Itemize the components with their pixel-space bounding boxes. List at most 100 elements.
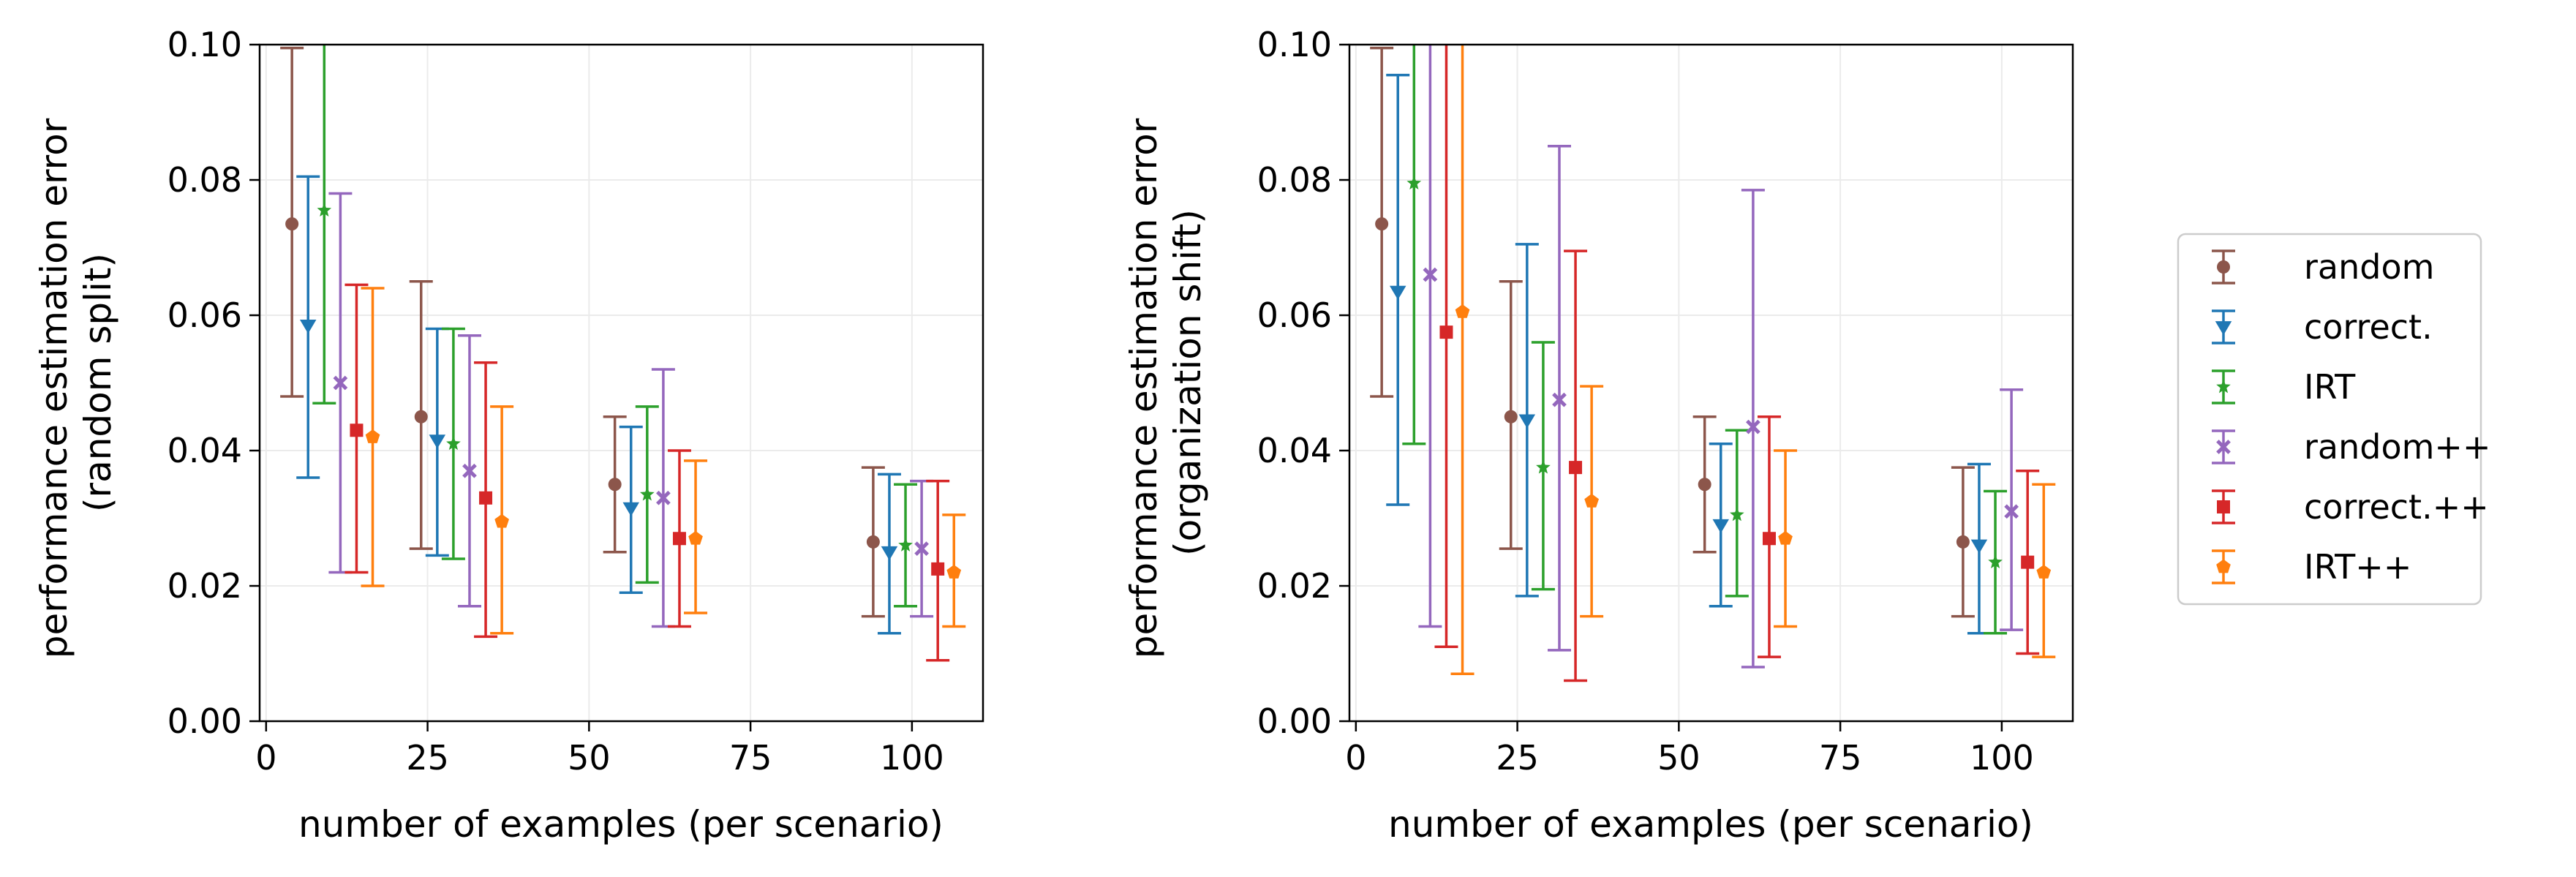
right-x-tick-label: 75 [1819, 738, 1862, 778]
right-chart-panel: 0 25 50 75 100 0.00 0.02 0.04 0.06 0.08 0.10 numbe… [1123, 25, 2074, 846]
left-y-tick-label: 0.06 [167, 296, 242, 335]
left-series-irtplusplus [361, 287, 966, 635]
data-point-marker [1536, 459, 1551, 474]
data-point-marker [1518, 414, 1536, 429]
data-point-marker [462, 463, 477, 478]
data-point-marker [2036, 565, 2052, 579]
right-y-axis-label: performance estimation error (organizati… [1123, 107, 1209, 658]
legend-marker-random-icon [2217, 260, 2230, 274]
left-y-axis-label-line-2: (random split) [77, 253, 119, 512]
data-point-marker [1569, 461, 1583, 475]
data-point-marker [1746, 419, 1760, 434]
legend-frame [2177, 233, 2482, 606]
right-series-random [1370, 46, 1975, 618]
legend-item-irtplusplus: IRT++ [2212, 547, 2411, 587]
data-point-marker [494, 513, 509, 528]
legend-marker-irt-icon [2216, 379, 2231, 394]
data-point-marker [1375, 217, 1389, 231]
right-y-tick-label: 0.10 [1257, 25, 1332, 64]
legend-item-randomplusplus: random++ [2212, 427, 2491, 467]
legend-item-correct: correct. [2212, 307, 2433, 347]
right-x-tick-label: 50 [1657, 738, 1701, 778]
data-point-marker [1439, 325, 1453, 339]
data-point-marker [640, 486, 655, 501]
data-point-marker [1552, 392, 1567, 407]
data-point-marker [350, 424, 364, 437]
left-x-tick-label: 100 [880, 738, 944, 778]
data-point-marker [672, 532, 686, 546]
legend-label: random [2304, 247, 2434, 287]
data-point-marker [1389, 285, 1406, 300]
data-point-marker [608, 478, 622, 492]
right-series-correct-plusplus [1434, 45, 2040, 682]
right-x-tick-label: 25 [1496, 738, 1539, 778]
data-point-marker [285, 217, 299, 231]
legend-label: correct. [2304, 307, 2433, 347]
data-point-marker [656, 490, 671, 505]
right-x-tick-label: 100 [1970, 738, 2034, 778]
legend-marker-correct-plusplus-icon [2217, 500, 2230, 513]
right-x-axis-label: number of examples (per scenario) [1388, 803, 2033, 846]
data-point-marker [1504, 410, 1518, 424]
left-error-bars [280, 45, 966, 662]
data-point-marker [446, 436, 461, 451]
data-point-marker [1956, 535, 1970, 549]
legend-item-random: random [2212, 247, 2434, 287]
legend-label: random++ [2304, 427, 2491, 467]
data-point-marker [1406, 176, 1422, 189]
left-x-tick-label: 25 [406, 738, 449, 778]
data-point-marker [2004, 504, 2019, 519]
data-point-marker [1584, 494, 1599, 508]
left-series-correct [296, 175, 901, 635]
data-point-marker [881, 546, 898, 560]
right-y-tick-label: 0.00 [1257, 701, 1332, 741]
data-point-marker [1988, 554, 2003, 568]
data-point-marker [898, 538, 913, 552]
right-tick-marks [1339, 43, 2003, 731]
data-point-marker [299, 320, 317, 334]
data-point-marker [333, 375, 348, 391]
data-point-marker [1423, 267, 1438, 282]
left-y-tick-label: 0.10 [167, 25, 242, 64]
data-point-marker [914, 541, 929, 556]
left-y-tick-label: 0.04 [167, 431, 242, 470]
legend-label: IRT [2304, 367, 2356, 407]
right-tick-labels: 0 25 50 75 100 0.00 0.02 0.04 0.06 0.08 0.10 [1257, 25, 2034, 778]
left-tick-labels: 0 25 50 75 100 0.00 0.02 0.04 0.06 0.08 0.10 [167, 25, 944, 778]
data-point-marker [479, 491, 493, 505]
legend-item-irt: IRT [2212, 367, 2356, 407]
right-y-axis-label-line-1: performance estimation error [1123, 118, 1165, 658]
legend-label: IRT++ [2304, 547, 2411, 587]
right-axes-frame [1348, 43, 2074, 723]
right-series-randomplusplus [1418, 45, 2024, 669]
left-axes-frame [258, 43, 984, 723]
data-point-marker [866, 535, 880, 549]
data-point-marker [622, 502, 639, 516]
data-point-marker [1698, 478, 1711, 492]
right-series-irt [1402, 45, 2008, 635]
data-point-marker [1455, 304, 1470, 318]
left-x-tick-label: 50 [568, 738, 611, 778]
left-series-random [280, 46, 885, 618]
data-point-marker [1712, 519, 1729, 533]
left-x-tick-label: 75 [729, 738, 772, 778]
data-point-marker [1762, 532, 1776, 546]
left-series-correct-plusplus [344, 283, 950, 662]
right-error-bars [1370, 45, 2056, 682]
left-y-tick-label: 0.00 [167, 701, 242, 741]
data-point-marker [414, 410, 428, 424]
right-y-tick-label: 0.04 [1257, 431, 1332, 470]
right-series-irtplusplus [1450, 45, 2056, 675]
right-y-tick-label: 0.02 [1257, 566, 1332, 606]
left-y-tick-label: 0.02 [167, 566, 242, 606]
legend-marker-correct-icon [2215, 321, 2232, 336]
left-x-tick-label: 0 [255, 738, 276, 778]
data-point-marker [1970, 539, 1988, 554]
left-x-axis-label: number of examples (per scenario) [298, 803, 944, 846]
right-x-tick-label: 0 [1345, 738, 1366, 778]
data-point-marker [931, 562, 945, 576]
right-y-tick-label: 0.06 [1257, 296, 1332, 335]
legend-marker-irtplusplus-icon [2216, 559, 2231, 573]
legend-marker-randomplusplus-icon [2216, 440, 2231, 454]
